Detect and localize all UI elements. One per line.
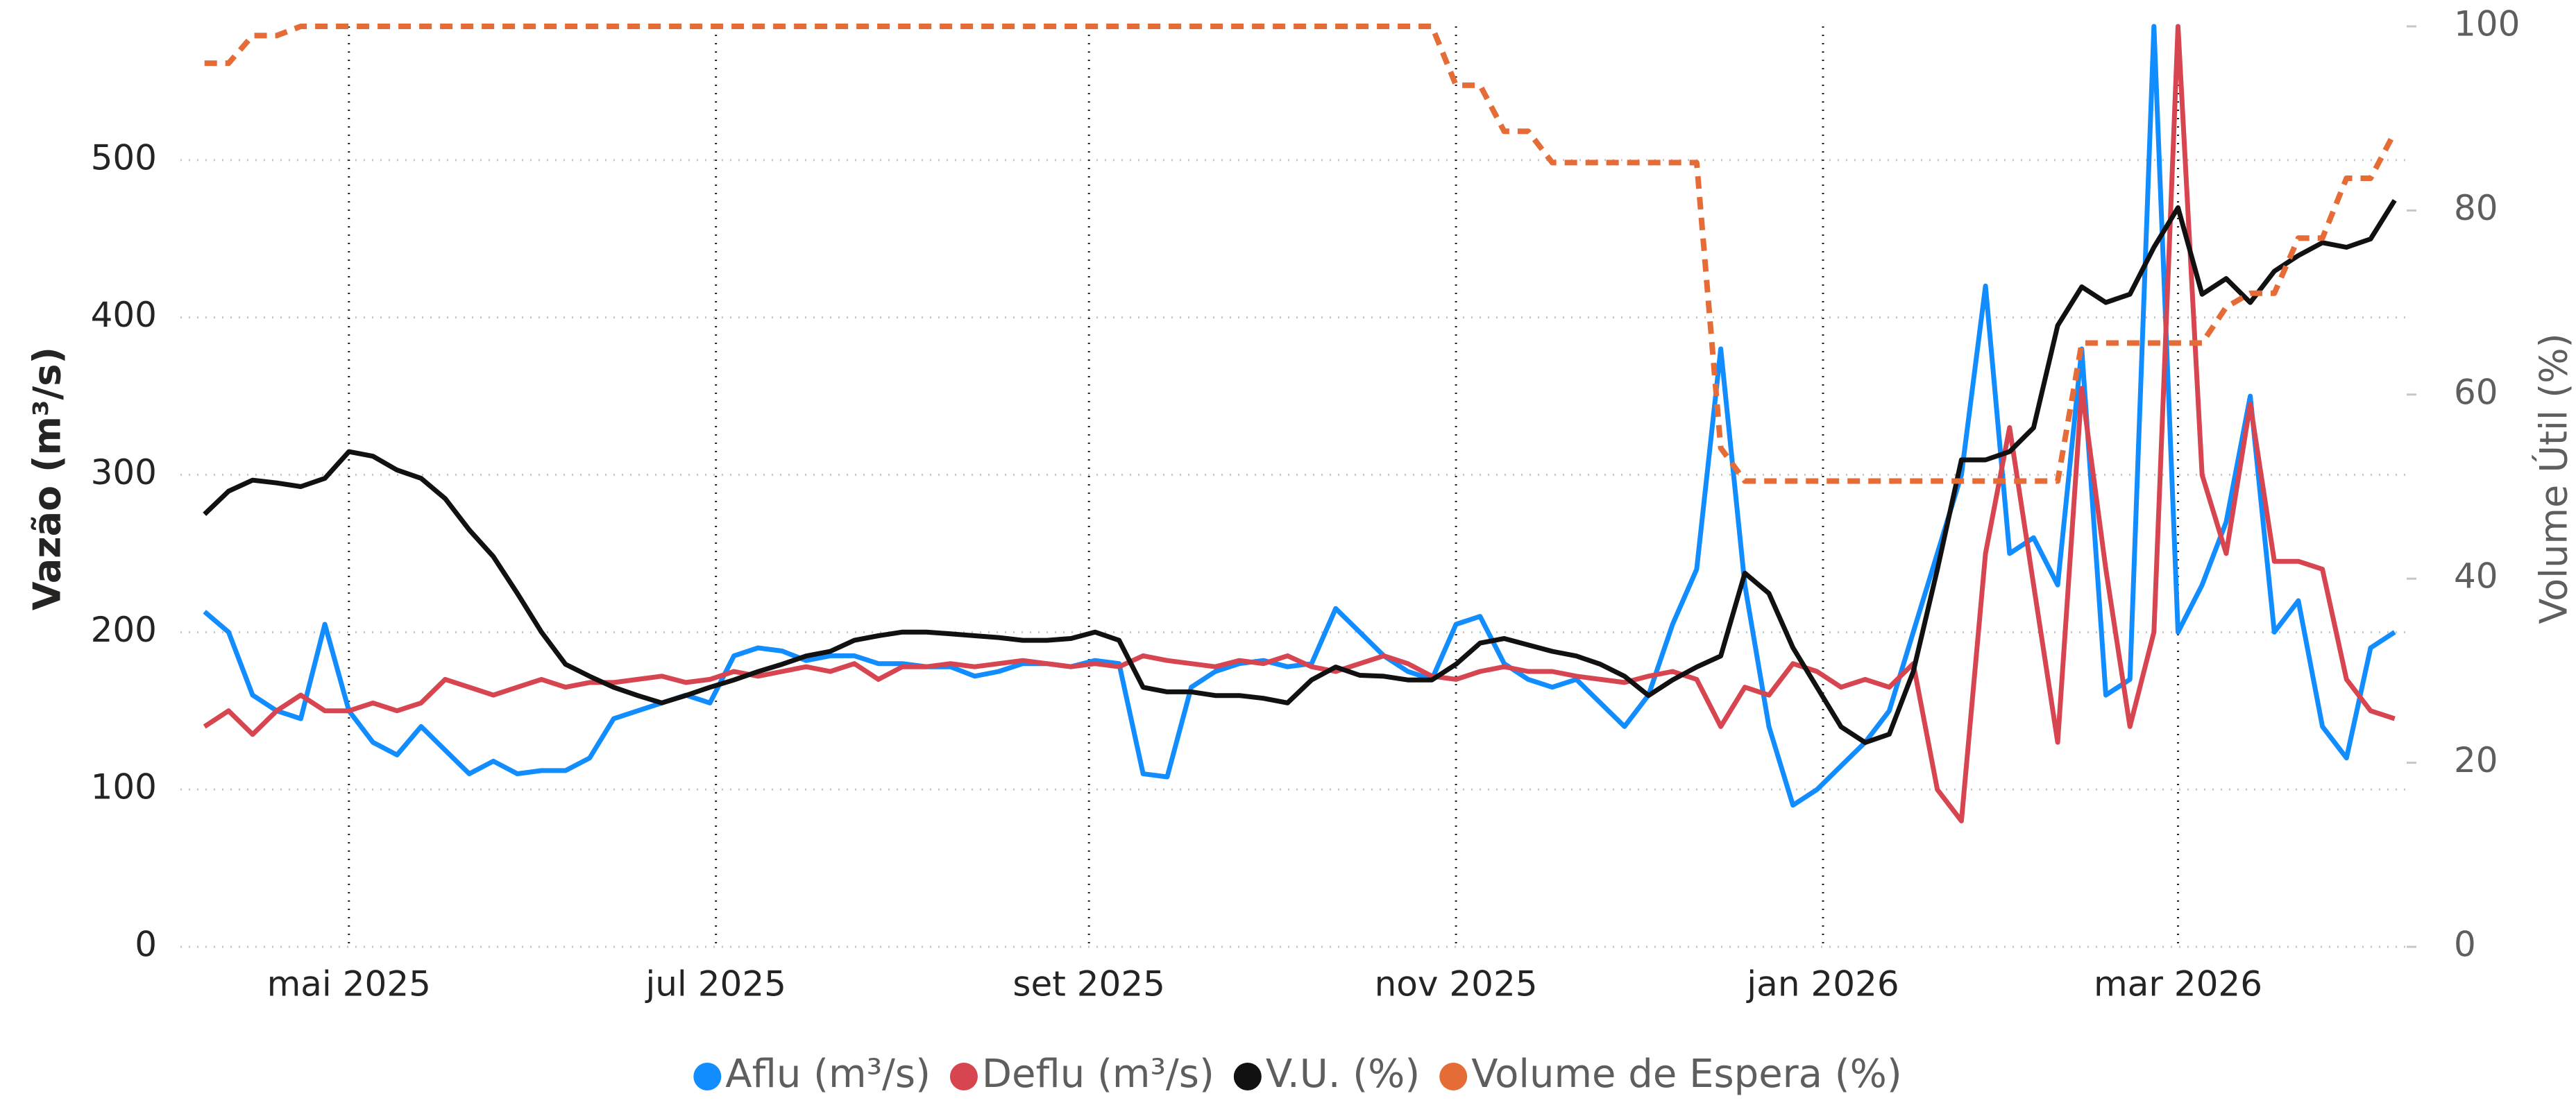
y2-tick-label: 0 — [2454, 925, 2476, 965]
x-tick-label: mar 2026 — [2094, 964, 2262, 1004]
legend-marker — [693, 1063, 722, 1090]
legend-item: V.U. (%) — [1233, 1052, 1420, 1097]
legend-marker — [949, 1063, 978, 1090]
x-tick-label: mai 2025 — [267, 964, 431, 1004]
y2-tick-label: 100 — [2454, 4, 2520, 44]
y2-tick-label: 60 — [2454, 372, 2498, 412]
legend-item: Aflu (m³/s) — [693, 1052, 931, 1097]
legend-marker — [1439, 1063, 1468, 1090]
y2-tick-label: 40 — [2454, 556, 2498, 597]
plot-area — [203, 24, 2398, 823]
legend-text: V.U. (%) — [1266, 1052, 1420, 1097]
legend-item: Deflu (m³/s) — [949, 1052, 1214, 1097]
legend-text: Volume de Espera (%) — [1471, 1052, 1901, 1097]
y-tick-label: 200 — [91, 610, 157, 650]
y-tick-label: 0 — [135, 925, 157, 965]
legend: Aflu (m³/s) Deflu (m³/s) V.U. (%) Volume de… — [693, 1052, 1902, 1097]
y2-tick-label: 80 — [2454, 188, 2498, 228]
legend-text: Deflu (m³/s) — [982, 1052, 1214, 1097]
grid: 0 100 200 300 400 500 0 20 40 60 80 100 mai 2025 jul … — [91, 4, 2520, 1004]
y2-axis-title: Volume Útil (%) — [2532, 333, 2576, 624]
x-tick-label: set 2025 — [1012, 964, 1165, 1004]
legend-item: Volume de Espera (%) — [1439, 1052, 1902, 1097]
series-line — [203, 24, 2396, 823]
y2-tick-label: 20 — [2454, 740, 2498, 780]
y-tick-label: 100 — [91, 767, 157, 807]
legend-text: Aflu (m³/s) — [725, 1052, 931, 1097]
x-tick-label: jul 2025 — [645, 964, 786, 1004]
y-tick-label: 500 — [91, 137, 157, 178]
y-tick-label: 400 — [91, 295, 157, 335]
series-line — [203, 198, 2397, 745]
x-tick-label: jan 2026 — [1746, 964, 1899, 1004]
y-axis-title: Vazão (m³/s) — [26, 347, 69, 610]
series-line — [203, 24, 2396, 808]
legend-marker — [1233, 1063, 1262, 1090]
y-tick-label: 300 — [91, 452, 157, 492]
x-tick-label: nov 2025 — [1375, 964, 1538, 1004]
series-line — [204, 24, 2398, 484]
